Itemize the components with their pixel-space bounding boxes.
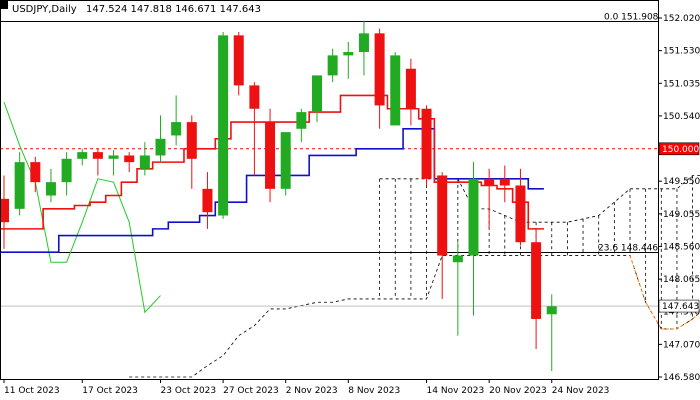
candle-body	[484, 178, 495, 186]
candle-body	[92, 152, 103, 159]
y-tick-label: 148.065	[663, 275, 700, 285]
candle-body	[202, 188, 213, 213]
y-tick-label: 147.570	[663, 308, 700, 318]
candle-body	[296, 112, 307, 129]
candle-body	[77, 152, 88, 159]
candle-body	[374, 33, 385, 106]
x-tick-label: 14 Nov 2023	[427, 386, 485, 396]
y-tick-label: 149.550	[663, 177, 700, 187]
x-tick-label: 17 Oct 2023	[82, 386, 138, 396]
candle-body	[531, 242, 542, 319]
candle-body	[468, 178, 479, 256]
candle-body	[155, 138, 166, 156]
x-tick-label: 27 Oct 2023	[223, 386, 279, 396]
candle-body	[546, 306, 557, 315]
y-tick-label: 149.055	[663, 210, 700, 220]
candle-body	[343, 52, 354, 56]
y-tick-label: 151.530	[663, 47, 700, 57]
candle-body	[499, 178, 510, 186]
senkou-span-b	[129, 255, 700, 378]
candle-body	[358, 33, 369, 53]
senkou-span-a	[379, 175, 700, 223]
candle-body	[61, 158, 72, 183]
fib-0-label: 0.0 151.908	[604, 12, 659, 22]
candle-body	[0, 198, 9, 223]
tenkan-sen	[0, 94, 544, 230]
level-150-label: 150.000	[662, 145, 699, 155]
plot-frame	[0, 0, 659, 380]
ohlc-readout: 147.524 147.818 146.671 147.643	[86, 4, 261, 15]
x-tick-label: 11 Oct 2023	[4, 386, 60, 396]
x-tick-label: 20 Nov 2023	[489, 386, 547, 396]
price-axis: 152.020151.530151.035150.540150.045149.5…	[658, 14, 700, 383]
y-tick-label: 152.020	[663, 14, 700, 24]
candle-body	[437, 175, 448, 256]
current-price-label: 147.643	[662, 302, 699, 312]
candle-body	[452, 255, 463, 263]
symbol-label: USDJPY,Daily	[12, 4, 77, 15]
candle-body	[45, 182, 56, 196]
candle-body	[218, 35, 229, 216]
x-tick-label: 8 Nov 2023	[348, 386, 400, 396]
fib-23-6-label: 23.6 148.446	[598, 243, 658, 253]
symbol-marker-icon	[0, 1, 8, 9]
y-tick-label: 151.035	[663, 79, 700, 89]
candle-body	[515, 185, 526, 243]
candles	[0, 20, 557, 371]
candle-body	[124, 155, 135, 163]
candle-body	[390, 55, 401, 126]
candle-body	[171, 122, 182, 136]
x-tick-label: 2 Nov 2023	[286, 386, 338, 396]
candle-body	[30, 162, 41, 183]
candle-body	[280, 132, 291, 189]
x-tick-label: 24 Nov 2023	[552, 386, 610, 396]
candle-body	[186, 122, 197, 159]
candle-body	[233, 35, 244, 86]
candle-body	[14, 162, 25, 209]
chikou-span	[3, 101, 161, 314]
candle-body	[327, 55, 338, 76]
y-tick-label: 150.540	[663, 112, 700, 122]
candle-body	[249, 85, 260, 109]
candle-body	[139, 155, 150, 169]
candle-body	[405, 68, 416, 109]
candle-body	[421, 108, 432, 179]
candle-body	[108, 155, 119, 159]
x-tick-label: 23 Oct 2023	[161, 386, 217, 396]
candle-body	[312, 75, 322, 113]
y-tick-label: 147.070	[663, 340, 700, 350]
y-tick-label: 148.560	[663, 242, 700, 252]
time-axis: 11 Oct 2023 17 Oct 2023 23 Oct 2023 27 Oct …	[3, 380, 610, 396]
candle-body	[265, 122, 276, 189]
level-lines: 0.0 151.908 23.6 148.446	[0, 12, 659, 307]
y-tick-label: 146.580	[663, 373, 700, 383]
